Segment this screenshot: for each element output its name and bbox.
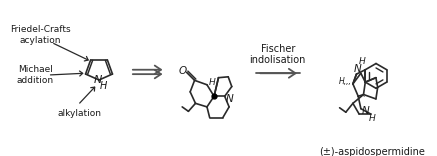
Text: alkylation: alkylation [58, 109, 101, 118]
Text: H,,,: H,,, [339, 77, 351, 86]
Text: O: O [179, 66, 187, 76]
Text: Friedel-Crafts
acylation: Friedel-Crafts acylation [10, 25, 71, 45]
Text: (±)-aspidospermidine: (±)-aspidospermidine [319, 147, 424, 156]
Text: N: N [361, 106, 369, 116]
Text: N: N [225, 94, 233, 104]
Text: Fischer
indolisation: Fischer indolisation [250, 44, 306, 65]
Text: Michael
addition: Michael addition [17, 65, 54, 85]
Text: N: N [354, 64, 361, 74]
Text: N: N [94, 75, 102, 85]
Text: H: H [100, 81, 107, 91]
Text: H: H [358, 57, 365, 66]
Text: H: H [369, 114, 376, 123]
Text: ...: ... [357, 90, 365, 99]
Text: H: H [209, 78, 216, 87]
